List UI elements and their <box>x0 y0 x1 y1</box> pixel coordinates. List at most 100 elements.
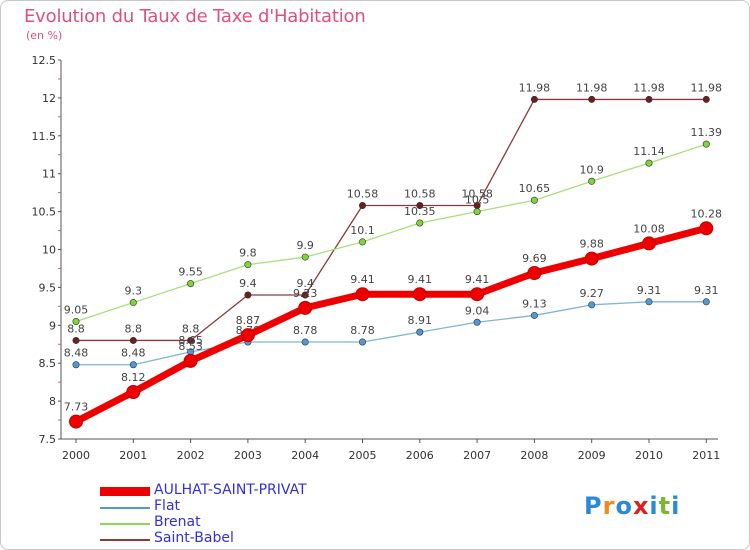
data-point-flat <box>530 311 538 319</box>
data-point-flat <box>473 318 481 326</box>
data-label-brenat: 11.39 <box>691 126 723 139</box>
data-label-saint-babel: 11.98 <box>691 81 723 94</box>
y-tick-label: 12 <box>42 92 56 105</box>
chart-title: Evolution du Taux de Taxe d'Habitation <box>24 6 366 27</box>
data-point-saint-babel <box>187 336 195 344</box>
data-label-saint-babel: 10.58 <box>347 188 379 201</box>
y-tick-label: 11.5 <box>32 130 57 143</box>
data-label-aulhat-saint-privat: 8.53 <box>178 340 203 353</box>
data-point-aulhat-saint-privat <box>355 287 370 302</box>
data-point-aulhat-saint-privat <box>470 287 485 302</box>
data-point-flat <box>702 298 710 306</box>
data-label-flat: 9.13 <box>522 297 547 310</box>
data-label-aulhat-saint-privat: 9.41 <box>465 273 490 286</box>
data-label-brenat: 9.9 <box>296 239 314 252</box>
series-line-saint-babel <box>75 98 707 342</box>
y-tick-label: 12.5 <box>32 54 57 67</box>
data-label-aulhat-saint-privat: 10.28 <box>691 207 723 220</box>
legend-item-aulhat: AULHAT-SAINT-PRIVAT <box>100 482 400 500</box>
data-label-aulhat-saint-privat: 9.41 <box>408 273 433 286</box>
legend-swatch-flat <box>100 507 150 509</box>
data-label-aulhat-saint-privat: 8.87 <box>236 314 261 327</box>
data-point-flat <box>301 338 309 346</box>
data-point-brenat <box>244 261 252 269</box>
data-point-aulhat-saint-privat <box>527 265 542 280</box>
data-label-saint-babel: 11.98 <box>576 81 608 94</box>
y-tick-label: 10.5 <box>32 206 57 219</box>
data-point-brenat <box>187 280 195 288</box>
data-point-flat <box>645 298 653 306</box>
data-label-aulhat-saint-privat: 8.12 <box>121 371 146 384</box>
data-label-brenat: 9.8 <box>239 247 257 260</box>
y-tick-label: 8.5 <box>39 357 57 370</box>
legend-item-brenat: Brenat <box>100 514 400 532</box>
data-label-aulhat-saint-privat: 9.69 <box>522 252 547 265</box>
data-label-brenat: 10.5 <box>465 194 490 207</box>
series-line-brenat <box>75 143 707 323</box>
data-point-aulhat-saint-privat <box>584 251 599 266</box>
data-label-saint-babel: 10.58 <box>404 188 436 201</box>
data-label-brenat: 9.05 <box>64 304 89 317</box>
legend-item-saint-babel: Saint-Babel <box>100 530 400 548</box>
y-tick-label: 11 <box>42 168 56 181</box>
x-tick-label: 2001 <box>119 449 147 462</box>
data-label-saint-babel: 9.4 <box>296 277 314 290</box>
data-point-aulhat-saint-privat <box>642 236 656 251</box>
y-tick-label: 10 <box>42 244 56 257</box>
data-point-brenat <box>530 196 538 204</box>
x-tick-label: 2007 <box>463 449 491 462</box>
data-point-saint-babel <box>702 95 710 103</box>
data-point-saint-babel <box>72 336 80 344</box>
y-tick-label: 7.5 <box>39 433 57 446</box>
proxiti-logo: Proxiti <box>584 492 680 520</box>
y-tick-label: 9.5 <box>39 281 57 294</box>
x-tick-label: 2006 <box>406 449 434 462</box>
data-point-brenat <box>129 299 137 307</box>
data-label-aulhat-saint-privat: 10.08 <box>633 222 665 235</box>
data-point-brenat <box>416 219 424 227</box>
data-label-flat: 9.31 <box>637 284 662 297</box>
legend-item-flat: Flat <box>100 498 400 516</box>
data-label-saint-babel: 8.8 <box>182 322 200 335</box>
data-label-aulhat-saint-privat: 9.23 <box>293 287 318 300</box>
data-point-brenat <box>301 253 309 261</box>
data-label-brenat: 10.9 <box>579 163 604 176</box>
logo-letter: i <box>649 492 659 520</box>
logo-letter: P <box>584 492 603 520</box>
data-label-flat: 8.78 <box>350 324 375 337</box>
data-label-aulhat-saint-privat: 7.73 <box>64 401 89 414</box>
data-point-flat <box>588 301 596 309</box>
legend-swatch-saint-babel <box>100 539 150 541</box>
legend-label-brenat: Brenat <box>154 514 201 530</box>
data-point-aulhat-saint-privat <box>126 385 141 400</box>
data-label-saint-babel: 10.58 <box>461 188 493 201</box>
y-tick-label: 9 <box>49 319 56 332</box>
legend-label-saint-babel: Saint-Babel <box>154 530 234 546</box>
data-label-aulhat-saint-privat: 9.88 <box>579 238 604 251</box>
data-point-brenat <box>702 140 710 148</box>
x-tick-label: 2011 <box>692 449 720 462</box>
data-label-flat: 9.31 <box>694 284 719 297</box>
chart-subtitle: (en %) <box>26 29 63 42</box>
x-tick-label: 2008 <box>520 449 548 462</box>
data-point-aulhat-saint-privat <box>240 328 255 343</box>
data-label-saint-babel: 9.4 <box>239 277 257 290</box>
data-point-aulhat-saint-privat <box>298 300 313 315</box>
data-point-saint-babel <box>416 202 424 210</box>
x-tick-label: 2000 <box>62 449 90 462</box>
logo-letter: r <box>602 492 616 520</box>
x-tick-label: 2009 <box>578 449 606 462</box>
data-label-aulhat-saint-privat: 9.41 <box>350 273 375 286</box>
data-label-saint-babel: 8.8 <box>67 322 85 335</box>
data-label-flat: 8.78 <box>293 324 318 337</box>
x-tick-label: 2004 <box>291 449 319 462</box>
x-tick-label: 2002 <box>177 449 205 462</box>
logo-letter: x <box>632 492 650 520</box>
data-point-brenat <box>358 238 366 246</box>
x-tick-label: 2010 <box>635 449 663 462</box>
legend-swatch-aulhat <box>100 487 150 496</box>
data-label-brenat: 9.55 <box>178 266 203 279</box>
data-point-brenat <box>473 208 481 216</box>
data-point-saint-babel <box>530 95 538 103</box>
legend-label-aulhat: AULHAT-SAINT-PRIVAT <box>154 482 307 498</box>
